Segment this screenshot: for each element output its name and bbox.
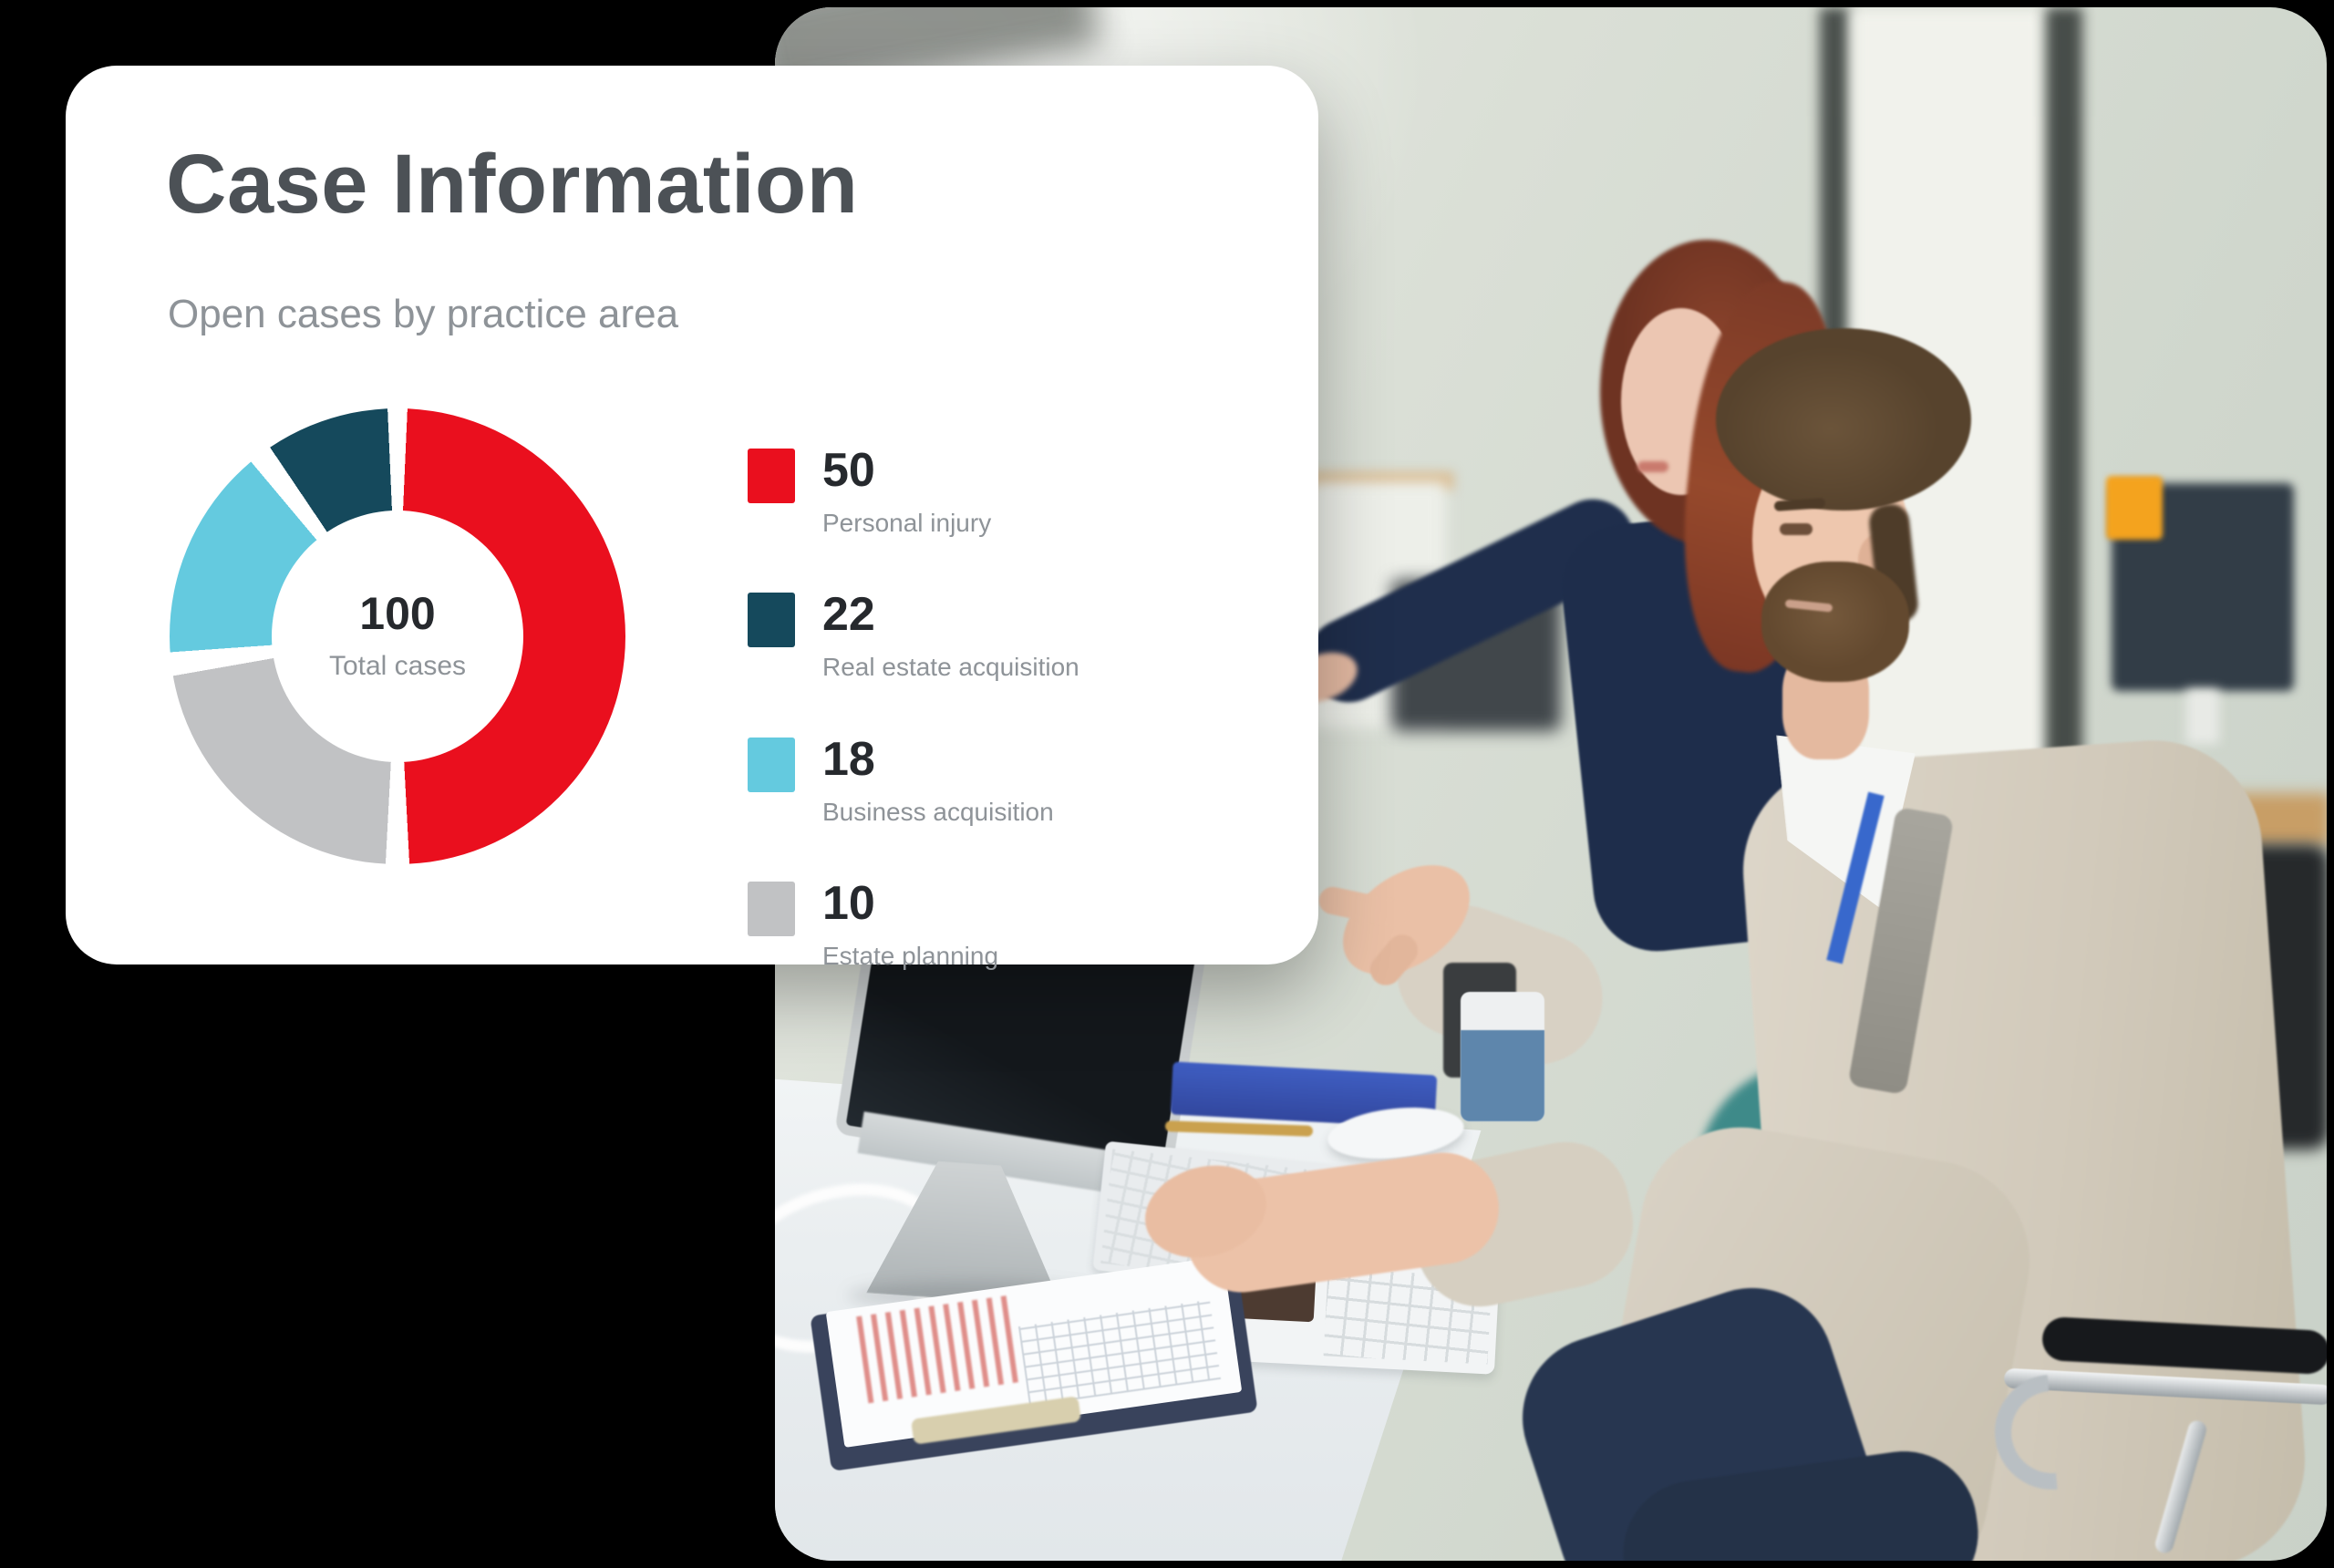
legend-value: 18 (822, 732, 875, 786)
legend-value: 10 (822, 877, 875, 931)
legend-item-personal-injury: 50 Personal injury (748, 447, 1258, 540)
sticky-note (2106, 476, 2163, 540)
woman-lips (1637, 461, 1668, 472)
legend-label: Personal injury (822, 509, 992, 537)
donut-chart: 100 Total cases (170, 408, 625, 864)
case-information-card: Case Information Open cases by practice … (66, 66, 1318, 970)
chart-legend: 50 Personal injury 22 Real estate acquis… (748, 447, 1258, 1025)
man-hair (1716, 328, 1971, 511)
man-eye (1780, 523, 1812, 535)
card-subtitle: Open cases by practice area (168, 292, 679, 336)
legend-swatch-personal-injury (748, 449, 795, 503)
window-frame-right (2046, 7, 2082, 810)
legend-swatch-real-estate-acquisition (748, 593, 795, 648)
total-cases-label: Total cases (328, 651, 467, 681)
legend-label: Business acquisition (822, 797, 1054, 826)
legend-swatch-estate-planning (748, 882, 795, 937)
background-monitor-stand (2186, 689, 2219, 744)
legend-label: Estate planning (822, 942, 999, 971)
legend-label: Real estate acquisition (822, 653, 1079, 682)
card-title: Case Information (166, 138, 859, 231)
legend-item-estate-planning: 10 Estate planning (748, 880, 1258, 973)
total-cases-value: 100 (359, 588, 436, 639)
legend-value: 50 (822, 444, 875, 497)
legend-swatch-business-acquisition (748, 737, 795, 792)
legend-value: 22 (822, 588, 875, 642)
coffee-cup-sleeve (1461, 1030, 1544, 1121)
donut-center: 100 Total cases (272, 511, 523, 762)
legend-item-real-estate-acquisition: 22 Real estate acquisition (748, 591, 1258, 684)
legend-item-business-acquisition: 18 Business acquisition (748, 736, 1258, 829)
man-beard (1761, 562, 1909, 682)
